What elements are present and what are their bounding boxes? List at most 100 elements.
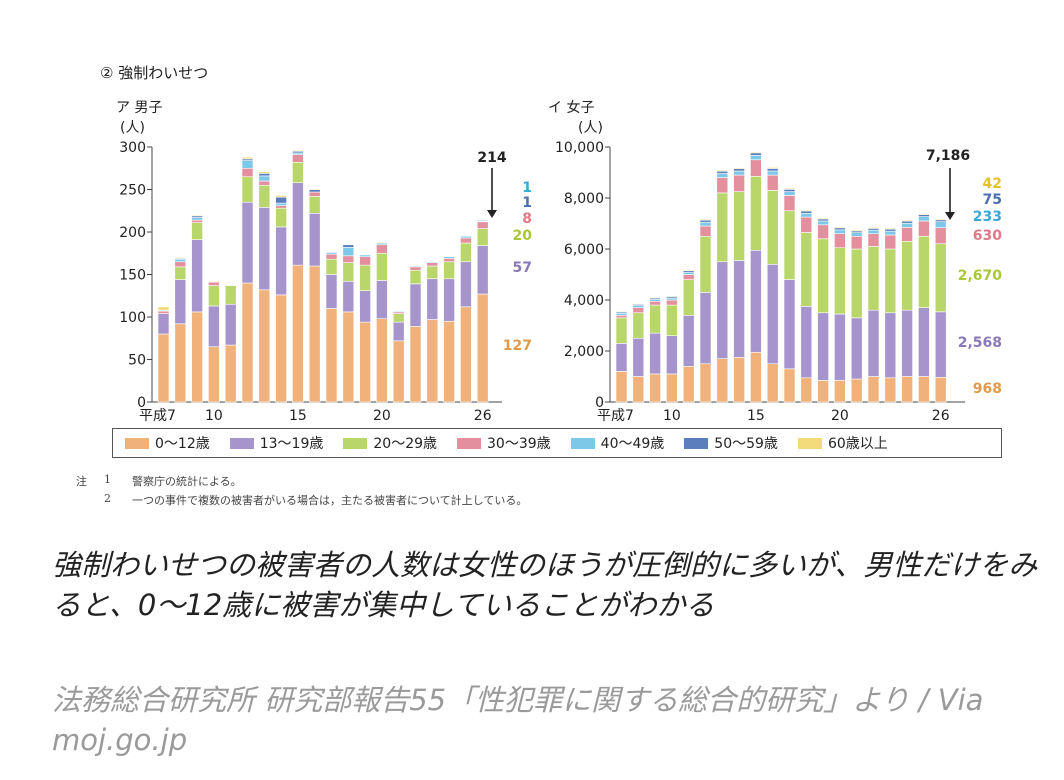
bar-segment: [800, 216, 813, 233]
bar-segment: [716, 170, 729, 174]
y-tick-label: 100: [119, 310, 146, 326]
bar-segment: [376, 244, 388, 254]
bar-segment: [666, 299, 678, 306]
bar-segment: [392, 310, 405, 313]
bar-segment: [716, 358, 729, 403]
x-tick-label: 26: [474, 408, 492, 424]
bar-segment: [409, 269, 422, 285]
bar-segment: [800, 377, 813, 403]
bar-segment: [850, 317, 863, 380]
bar-segment: [766, 263, 779, 365]
bar-segment: [292, 264, 304, 403]
value-label: 57: [513, 260, 532, 276]
bar-segment: [359, 256, 371, 266]
bar-segment: [632, 307, 645, 314]
bar-segment: [750, 152, 762, 156]
bar-segment: [476, 228, 489, 246]
legend-swatch: [457, 437, 482, 449]
bar-segment: [834, 380, 846, 403]
bar-segment: [191, 311, 203, 403]
bar-segment: [766, 363, 779, 403]
value-label: 2,568: [958, 335, 1002, 351]
bar-segment: [224, 303, 237, 346]
bar-segment: [934, 221, 947, 228]
x-tick-label: 15: [747, 408, 765, 424]
bar-segment: [426, 265, 439, 280]
bar-segment: [174, 266, 187, 280]
bar-segment: [426, 261, 439, 263]
legend-item: 60歳以上: [797, 433, 888, 453]
bar-segment: [275, 207, 287, 228]
bar-segment: [649, 304, 661, 334]
y-tick-label: 200: [119, 225, 146, 241]
bar-segment: [884, 230, 897, 236]
legend-label: 40～49歳: [600, 436, 665, 452]
bar-segment: [884, 227, 897, 230]
bar-segment: [783, 195, 796, 212]
note-text-1: 警察庁の統計による。: [132, 475, 242, 488]
bar-segment: [191, 214, 203, 217]
legend-swatch: [343, 437, 368, 449]
bar-segment: [325, 274, 338, 309]
bar-segment: [850, 232, 863, 237]
bar-segment: [308, 265, 321, 403]
bar-segment: [460, 235, 472, 239]
bar-segment: [699, 225, 712, 237]
bar-segment: [615, 343, 628, 372]
bar-segment: [342, 255, 355, 263]
bar-segment: [918, 307, 930, 377]
bar-segment: [275, 294, 287, 403]
value-label: 1: [522, 180, 532, 196]
bar-segment: [850, 229, 863, 232]
legend-item: 30～39歳: [457, 433, 551, 453]
y-tick-label: 4,000: [564, 293, 604, 309]
legend-item: 40～49歳: [570, 433, 665, 453]
chart-male: ア 男子 (人) 0 50 100 150 200 250 300 平成7 10 15 20 26 214 1…: [116, 100, 532, 424]
bar-segment: [867, 227, 880, 229]
bar-segment: [325, 252, 338, 255]
bar-segment: [682, 279, 695, 316]
bar-segment: [342, 280, 355, 313]
y-tick-label: 150: [119, 268, 146, 284]
bar-segment: [783, 279, 796, 370]
bar-segment: [157, 333, 170, 403]
bar-segment: [733, 357, 745, 403]
bar-segment: [817, 218, 829, 222]
bar-segment: [208, 346, 220, 403]
bar-segment: [376, 318, 388, 403]
legend-label: 50～59歳: [714, 436, 778, 452]
bar-segment: [615, 310, 628, 313]
bar-segment: [783, 189, 796, 192]
x-tick-label: 10: [205, 408, 223, 424]
bar-segment: [934, 218, 947, 221]
bar-segment: [716, 261, 729, 359]
bar-segment: [834, 229, 846, 235]
bar-segment: [750, 155, 762, 161]
bar-segment: [359, 264, 371, 291]
bar-segment: [426, 278, 439, 320]
bar-segment: [867, 376, 880, 403]
bar-segment: [699, 221, 712, 227]
bar-segment: [800, 232, 813, 307]
bar-segment: [460, 306, 472, 403]
bar-segment: [867, 309, 880, 377]
bar-segment: [615, 314, 628, 319]
total-label: 7,186: [926, 148, 970, 164]
legend-label: 20～29歳: [373, 436, 438, 452]
bar-segment: [174, 258, 187, 263]
note-text-2: 一つの事件で複数の被害者がいる場合は，主たる被害者について計上している。: [132, 494, 528, 507]
bar-segment: [901, 222, 913, 228]
legend-item: 0～12歳: [125, 433, 210, 453]
bar-segment: [884, 377, 897, 403]
note-number-1: 1: [104, 473, 111, 486]
x-tick-label: 20: [831, 408, 849, 424]
bar-segment: [817, 312, 829, 381]
bar-segment: [750, 159, 762, 177]
bar-segment: [666, 335, 678, 375]
x-tick-label: 20: [373, 408, 391, 424]
total-label: 214: [477, 150, 506, 166]
bar-segment: [208, 305, 220, 348]
bar-segment: [682, 365, 695, 403]
bar-segment: [308, 191, 321, 197]
bar-segment: [766, 170, 779, 176]
